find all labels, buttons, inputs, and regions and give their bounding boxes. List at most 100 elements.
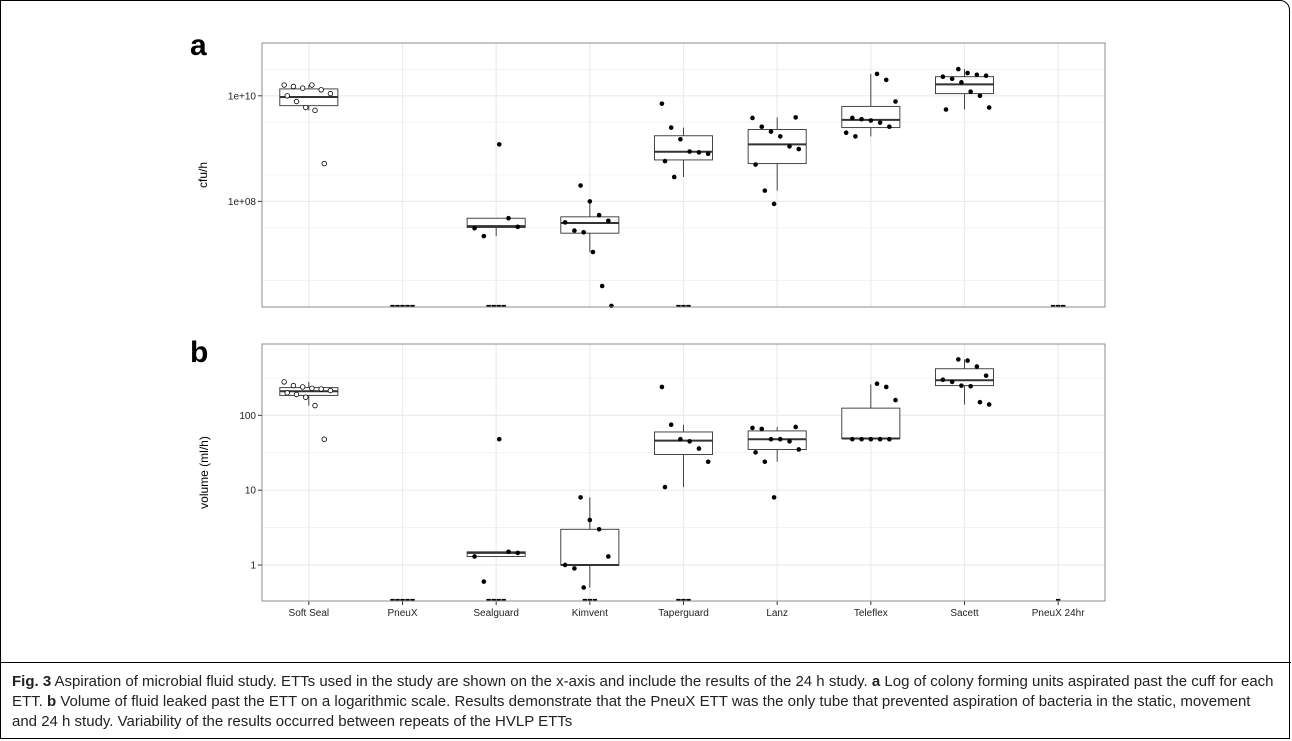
panel-a-data-point-teleflex <box>859 116 864 122</box>
panel-a-data-point-sacett <box>983 73 989 79</box>
caption-text-1: Aspiration of microbial fluid study. ETT… <box>51 673 872 690</box>
panel-a-data-point-teleflex <box>883 77 889 83</box>
panel-a-data-point-soft-seal <box>309 82 315 88</box>
panel-b-data-point-lanz <box>753 450 758 455</box>
panel-b-data-point-taperguard <box>687 439 692 444</box>
panel-b-data-point-teleflex <box>874 381 880 387</box>
panel-b-data-point-teleflex <box>893 397 898 403</box>
panel-b-data-point-soft-seal <box>318 386 324 392</box>
panel-a-data-point-soft-seal <box>327 90 334 97</box>
x-tick-label-lanz: Lanz <box>766 608 788 619</box>
panel-a-data-point-teleflex <box>893 99 898 104</box>
panel-a-data-point-taperguard <box>687 149 692 154</box>
panel-a-data-point-sealguard <box>515 224 521 230</box>
panel-a-data-point-sealguard <box>472 225 477 231</box>
panel-b-data-point-sacett <box>968 383 973 389</box>
panel-a-data-point-teleflex <box>887 124 892 129</box>
caption-panel-a-label: a <box>871 673 881 690</box>
panel-a-data-point-lanz <box>787 144 792 149</box>
panel-a-data-point-taperguard <box>696 150 702 155</box>
panel-a-data-point-lanz <box>768 129 774 134</box>
panel-a-data-point-lanz <box>793 115 798 120</box>
panel-a-data-point-sacett <box>986 105 992 110</box>
panel-a-data-point-soft-seal <box>284 93 290 99</box>
panel-b-data-point-sacett <box>965 358 970 363</box>
panel-b-data-point-sealguard <box>496 436 502 442</box>
panel-b-data-point-soft-seal <box>312 402 318 409</box>
panel-b-data-point-sealguard <box>472 554 477 559</box>
x-tick-label-kimvent: Kimvent <box>572 608 608 619</box>
panel-b-data-point-soft-seal <box>293 391 300 398</box>
panel-a-box-kimvent <box>560 216 620 234</box>
panel-b-data-point-lanz <box>759 426 765 432</box>
x-tick-label-sacett: Sacett <box>950 608 979 619</box>
panel-b-border <box>261 343 1106 602</box>
panel-a-data-point-taperguard <box>705 151 711 157</box>
panel-a-data-point-lanz <box>771 201 777 207</box>
panel-a-data-point-kimvent <box>599 283 605 289</box>
panel-b-data-point-teleflex <box>850 436 855 442</box>
panel-b-data-point-lanz <box>796 447 802 452</box>
panel-a-data-point-teleflex <box>877 120 883 125</box>
x-tick-label-pneux-24hr: PneuX 24hr <box>1032 608 1085 619</box>
x-tick-label-teleflex: Teleflex <box>854 608 888 619</box>
panel-b-data-point-teleflex <box>883 384 889 390</box>
panel-b-data-point-lanz <box>762 459 768 465</box>
panel-b-data-point-teleflex <box>868 436 874 442</box>
panel-a-data-point-sealguard <box>481 233 487 239</box>
panel-a-border <box>261 42 1106 308</box>
panel-a-y-tick-label: 1e+08 <box>228 197 257 208</box>
panel-a-data-point-sealguard <box>496 142 502 147</box>
panel-a-y-axis-title: cfu/h <box>196 162 210 188</box>
panel-b-data-point-sacett <box>983 373 989 378</box>
panel-b-data-point-soft-seal <box>284 390 290 396</box>
panel-a-data-point-teleflex <box>868 118 874 123</box>
panel-a-data-point-soft-seal <box>293 98 300 105</box>
panel-a-y-tick-label: 1e+10 <box>228 91 257 102</box>
panel-a-data-point-lanz <box>777 134 783 139</box>
caption-panel-b-label: b <box>47 693 57 710</box>
panel-a-data-point-sacett <box>949 76 955 82</box>
caption-fig-label: Fig. 3 <box>12 673 52 690</box>
panel-b-data-point-soft-seal <box>281 379 287 385</box>
panel-a-data-point-kimvent <box>596 212 602 218</box>
panel-a-data-point-teleflex <box>850 115 855 121</box>
panel-a-data-point-taperguard <box>668 125 674 130</box>
panel-a-data-point-sealguard <box>506 215 511 221</box>
panel-b-data-point-sacett <box>974 364 980 369</box>
panel-a-data-point-sacett <box>974 72 980 78</box>
panel-a-data-point-teleflex <box>843 130 849 136</box>
panel-b-data-point-kimvent <box>562 562 568 568</box>
panel-b-data-point-sacett <box>940 377 946 382</box>
panel-b-data-point-soft-seal <box>327 387 334 394</box>
panel-b-data-point-kimvent <box>581 585 586 590</box>
panel-b-data-point-teleflex <box>859 436 864 442</box>
panel-b-data-point-taperguard <box>705 459 711 465</box>
panel-a-data-point-taperguard <box>659 101 665 106</box>
panel-b-data-point-lanz <box>787 439 792 444</box>
panel-a-data-point-sacett <box>943 107 949 112</box>
panel-a-data-point-sacett <box>956 66 961 72</box>
panel-b-plot: 1 10 100 volume (ml/h) Soft Seal PneuX Sealgua… <box>197 343 1106 619</box>
panel-b-data-point-lanz <box>768 436 774 442</box>
x-tick-label-soft-seal: Soft Seal <box>289 608 330 619</box>
panel-a-plot: 1e+08 1e+10 cfu/h <box>196 42 1106 309</box>
panel-b-data-point-lanz <box>777 436 783 442</box>
panel-a-data-point-sacett <box>968 89 973 94</box>
panel-a-data-point-lanz <box>759 124 765 129</box>
panel-a-data-point-taperguard <box>671 174 677 180</box>
panel-a-data-point-kimvent <box>590 249 596 255</box>
panel-a-data-point-teleflex <box>853 134 858 139</box>
panel-a-box-teleflex <box>841 105 901 129</box>
panel-a-data-point-soft-seal <box>321 160 327 167</box>
caption-text-2: Log of colony forming units aspirated pa… <box>12 673 1274 710</box>
x-tick-label-taperguard: Taperguard <box>658 608 709 619</box>
panel-a-data-point-lanz <box>762 188 768 193</box>
panel-a-data-point-soft-seal <box>281 82 287 88</box>
panel-b-data-point-taperguard <box>678 436 683 442</box>
panel-b-data-point-soft-seal <box>303 394 309 400</box>
panel-a-data-point-kimvent <box>562 220 568 225</box>
panel-b-data-point-kimvent <box>578 495 583 500</box>
x-tick-label-sealguard: Sealguard <box>473 608 519 619</box>
